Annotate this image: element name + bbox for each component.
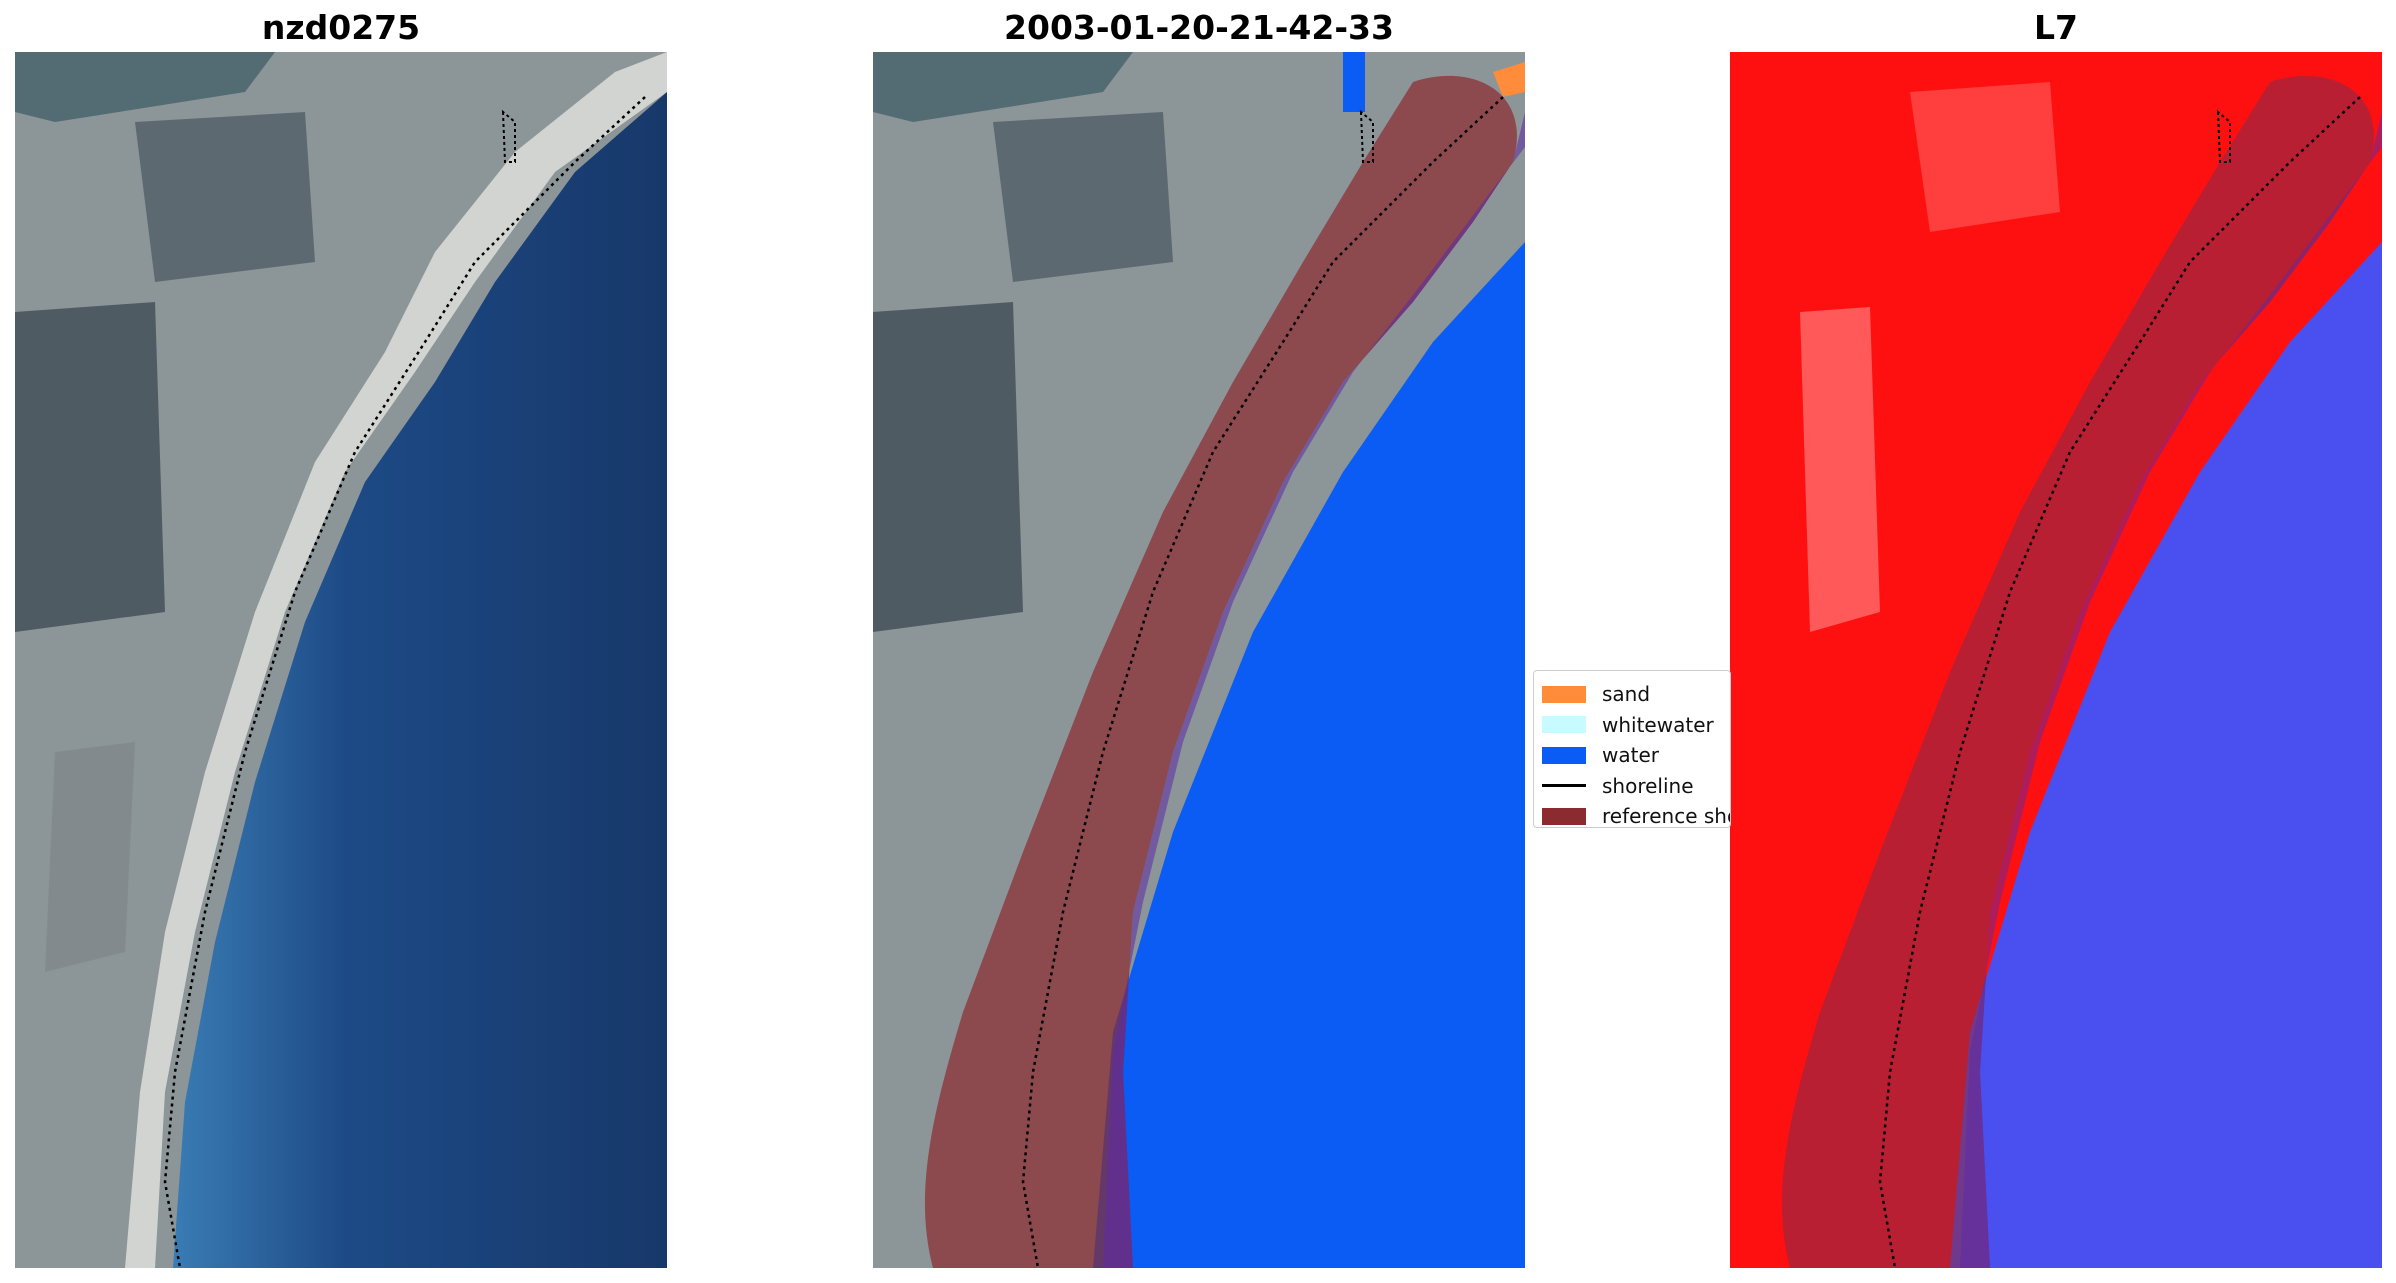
legend-label-water: water: [1602, 743, 1659, 768]
shoreline-line-swatch: [1542, 784, 1586, 788]
rgb-image-panel: [15, 52, 667, 1268]
legend-item-whitewater: whitewater: [1542, 710, 1730, 741]
rgb-image: [15, 52, 667, 1268]
legend: sand whitewater water shoreline referenc…: [1533, 670, 1731, 828]
satellite-band-image: [1730, 52, 2382, 1268]
whitewater-swatch: [1542, 716, 1586, 734]
satellite-band-panel: [1730, 52, 2382, 1268]
legend-item-water: water: [1542, 740, 1730, 771]
panel-title-rgb: nzd0275: [261, 8, 421, 47]
legend-label-reference-buffer: reference shoreline buffer: [1602, 804, 1730, 828]
legend-item-shoreline: shoreline: [1542, 771, 1730, 802]
sand-swatch: [1542, 685, 1586, 703]
classified-image: [873, 52, 1525, 1268]
legend-item-sand: sand: [1542, 679, 1730, 710]
legend-label-whitewater: whitewater: [1602, 712, 1714, 737]
reference-buffer-swatch: [1542, 807, 1586, 825]
water-swatch: [1542, 746, 1586, 764]
panel-title-satellite: L7: [2034, 8, 2078, 47]
legend-label-shoreline: shoreline: [1602, 773, 1694, 798]
legend-label-sand: sand: [1602, 682, 1651, 707]
classified-image-panel: [873, 52, 1525, 1268]
panel-title-classified: 2003-01-20-21-42-33: [1004, 8, 1394, 47]
legend-item-reference-buffer: reference shoreline buffer: [1542, 801, 1730, 828]
